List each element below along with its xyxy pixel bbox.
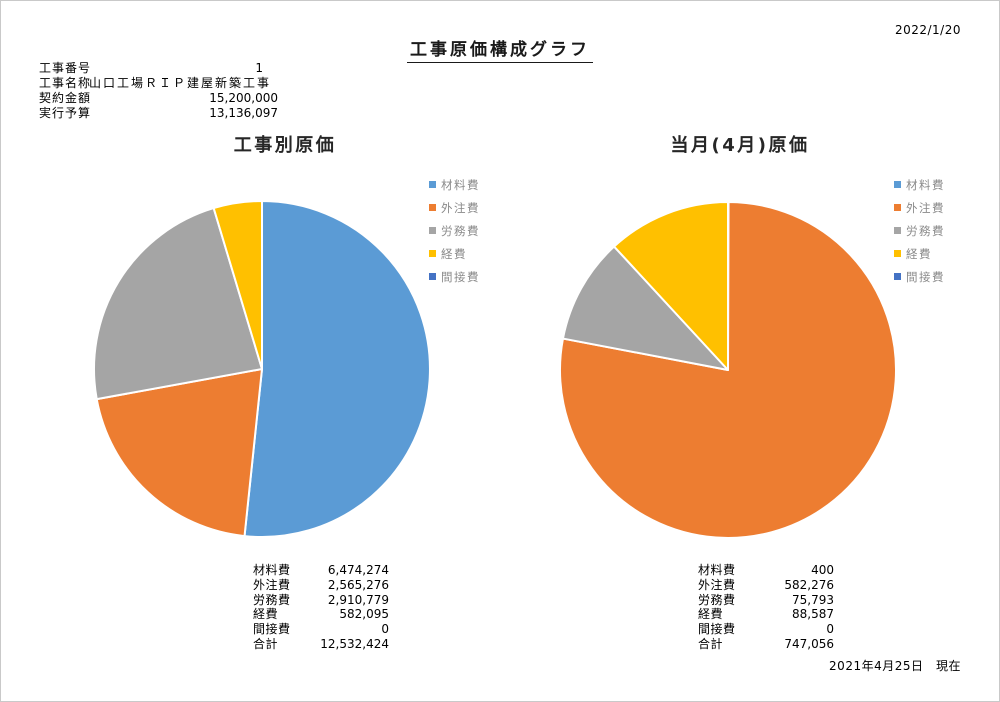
legend-item: 外注費 <box>894 196 974 219</box>
chart-title-current-month: 当月(4月)原価 <box>670 135 810 156</box>
legend-swatch-icon <box>894 250 901 257</box>
execution-budget-value: 13,136,097 <box>209 106 278 120</box>
table-row: 経費 88,587 <box>698 607 834 622</box>
legend-label: 材料費 <box>441 177 480 192</box>
table-row-value: 747,056 <box>784 636 834 651</box>
pie-slice <box>212 200 263 370</box>
table-row: 合計 747,056 <box>698 637 834 652</box>
legend-item: 材料費 <box>894 173 974 196</box>
legend-swatch-icon <box>429 227 436 234</box>
table-row-label: 材料費 <box>253 563 291 577</box>
legend-item: 間接費 <box>894 265 974 288</box>
legend-swatch-icon <box>429 250 436 257</box>
pie-slice <box>243 200 431 538</box>
legend-item: 労務費 <box>429 219 509 242</box>
table-row-value: 6,474,274 <box>327 563 389 577</box>
table-row-label: 経費 <box>698 607 724 622</box>
legend-swatch-icon <box>894 181 901 188</box>
legend-label: 外注費 <box>441 200 480 215</box>
construction-name-value: 山口工場ＲＩＰ建屋新築工事 <box>89 76 272 90</box>
legend-item: 材料費 <box>429 173 509 196</box>
table-row-value: 0 <box>826 622 834 637</box>
table-row-label: 材料費 <box>698 563 736 577</box>
legend-current-month: 材料費外注費労務費経費間接費 <box>894 173 974 288</box>
table-row-label: 合計 <box>698 636 724 651</box>
report-date: 2022/1/20 <box>894 23 961 37</box>
table-row: 間接費 0 <box>698 622 834 637</box>
table-row-value: 582,095 <box>339 607 389 622</box>
as-of-date: 2021年4月25日 現在 <box>829 659 961 673</box>
table-row: 材料費 6,474,274 <box>253 563 389 578</box>
table-row: 材料費 400 <box>698 563 834 578</box>
legend-label: 材料費 <box>906 177 945 192</box>
table-row-label: 間接費 <box>698 622 736 637</box>
legend-label: 労務費 <box>906 223 945 238</box>
legend-swatch-icon <box>894 204 901 211</box>
legend-item: 労務費 <box>894 219 974 242</box>
page-title: 工事原価構成グラフ <box>407 35 593 63</box>
legend-swatch-icon <box>429 204 436 211</box>
legend-item: 間接費 <box>429 265 509 288</box>
table-row: 間接費 0 <box>253 622 389 637</box>
legend-swatch-icon <box>429 181 436 188</box>
table-row-label: 間接費 <box>253 622 291 637</box>
table-row-value: 88,587 <box>792 607 834 622</box>
pie-slice <box>93 207 263 401</box>
pie-slice <box>561 245 729 371</box>
legend-label: 外注費 <box>906 200 945 215</box>
table-row: 経費 582,095 <box>253 607 389 622</box>
contract-amount-value: 15,200,000 <box>209 91 278 105</box>
table-row-label: 労務費 <box>698 592 736 607</box>
table-row-label: 外注費 <box>698 577 736 592</box>
data-table-construction-total: 材料費 6,474,274 外注費 2,565,276 労務費 2,910,779 経費 58… <box>253 563 389 652</box>
execution-budget-label: 実行予算 <box>39 106 92 120</box>
pie-slice <box>95 368 263 538</box>
page-title-wrap: 工事原価構成グラフ <box>1 35 999 63</box>
legend-label: 間接費 <box>906 269 945 284</box>
table-row-value: 0 <box>381 622 389 637</box>
pie-chart-current-month <box>559 200 897 539</box>
contract-amount-label: 契約金額 <box>39 91 92 105</box>
legend-label: 経費 <box>441 246 467 261</box>
legend-item: 外注費 <box>429 196 509 219</box>
table-row-value: 2,910,779 <box>327 592 389 607</box>
table-row-value: 400 <box>811 563 834 577</box>
table-row-label: 合計 <box>253 636 279 651</box>
table-row-value: 75,793 <box>792 592 834 607</box>
table-row-label: 外注費 <box>253 577 291 592</box>
table-row: 外注費 582,276 <box>698 578 834 593</box>
legend-construction-total: 材料費外注費労務費経費間接費 <box>429 173 509 288</box>
table-row: 労務費 75,793 <box>698 593 834 608</box>
legend-item: 経費 <box>429 242 509 265</box>
legend-swatch-icon <box>894 273 901 280</box>
construction-name-label: 工事名称 <box>39 76 92 90</box>
table-row: 外注費 2,565,276 <box>253 578 389 593</box>
table-row: 労務費 2,910,779 <box>253 593 389 608</box>
construction-number-label: 工事番号 <box>39 61 92 75</box>
legend-item: 経費 <box>894 242 974 265</box>
construction-number-value: 1 <box>255 61 263 75</box>
chart-title-construction-total: 工事別原価 <box>233 135 337 156</box>
legend-label: 労務費 <box>441 223 480 238</box>
table-row-value: 582,276 <box>784 577 834 592</box>
table-row: 合計 12,532,424 <box>253 637 389 652</box>
table-row-label: 労務費 <box>253 592 291 607</box>
table-row-value: 2,565,276 <box>327 577 389 592</box>
pie-slice <box>559 201 897 539</box>
table-row-value: 12,532,424 <box>320 636 389 651</box>
legend-label: 間接費 <box>441 269 480 284</box>
pie-slice <box>613 201 729 371</box>
table-row-label: 経費 <box>253 607 279 622</box>
legend-swatch-icon <box>429 273 436 280</box>
data-table-current-month: 材料費 400 外注費 582,276 労務費 75,793 経費 88,587 間接費 0 合計 7… <box>698 563 834 652</box>
pie-chart-construction-total <box>93 200 431 538</box>
legend-label: 経費 <box>906 246 932 261</box>
legend-swatch-icon <box>894 227 901 234</box>
